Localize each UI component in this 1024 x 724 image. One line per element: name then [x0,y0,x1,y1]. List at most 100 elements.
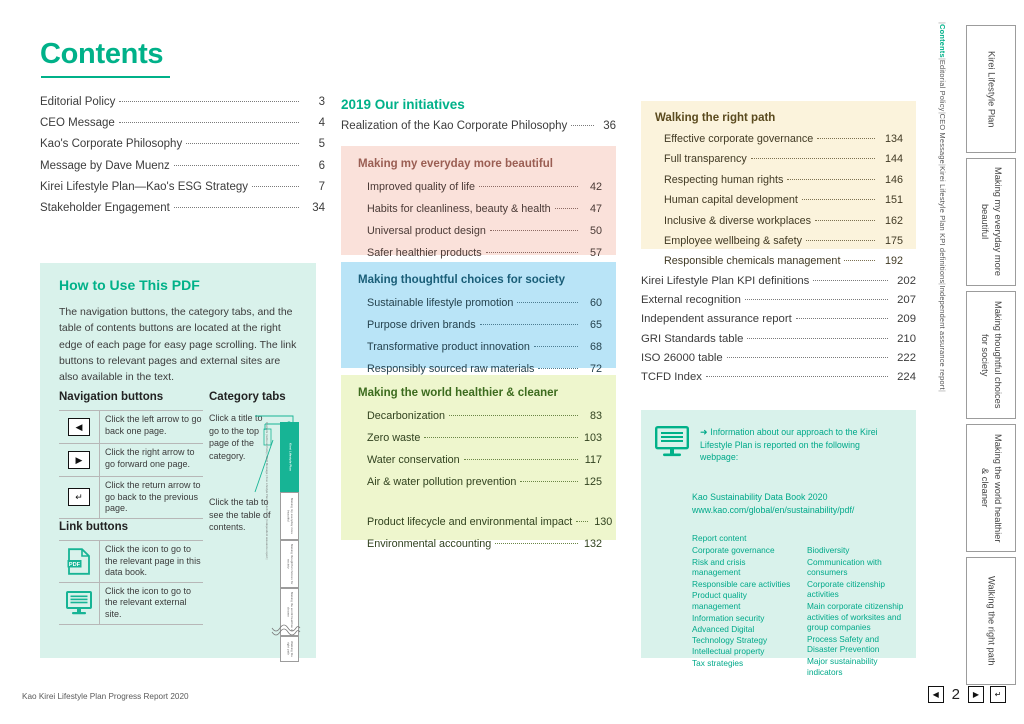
side-category-tab[interactable]: Making thoughtful choices for society [966,291,1016,419]
mini-category-tab[interactable]: Making thoughtful choices for society [280,540,299,588]
toc-entry[interactable]: Kirei Lifestyle Plan—Kao's ESG Strategy 7 [40,177,325,198]
toc-leader-dots [817,138,875,139]
toc-leader-dots [119,101,299,102]
report-content-item: Biodiversity [807,545,850,555]
toc-entry[interactable]: Transformative product innovation 68 [367,336,602,358]
toc-entry-page: 202 [897,275,916,287]
toc-entry[interactable]: Purpose driven brands 65 [367,314,602,336]
breadcrumb-item[interactable]: Contents [938,24,947,58]
toc-entry[interactable]: Full transparency 144 [664,149,903,169]
navigation-button-description: Click the left arrow to go back one page… [105,414,202,436]
toc-leader-dots [517,302,578,303]
toc-entry[interactable]: Environmental accounting 132 [367,533,602,555]
mini-category-tab[interactable]: Walking the right path [280,636,299,662]
pdf-icon-cell: PDF [59,541,100,582]
footer-navigation: ◀ 2 ▶ ↵ [927,686,1006,703]
toc-entry[interactable]: Decarbonization 83 [367,405,602,427]
toc-entry[interactable]: Universal product design 50 [367,220,602,242]
breadcrumb-item[interactable]: Kirei Lifestyle Plan KPI definitions [938,166,947,284]
toc-entry[interactable]: Zero waste 103 [367,427,602,449]
navigation-button-row: ▶ Click the right arrow to go forward one… [59,444,203,477]
info-source-title: Kao Sustainability Data Book 2020 [692,492,828,502]
side-category-tab[interactable]: Making the world healthier & cleaner [966,424,1016,552]
toc-entry[interactable]: Improved quality of life 42 [367,176,602,198]
toc-entry[interactable]: Product lifecycle and environmental impa… [367,511,612,533]
toc-leader-dots [813,280,888,281]
toc-entry[interactable]: Human capital development 151 [664,190,903,210]
return-page-button[interactable]: ↵ [990,686,1006,703]
mini-category-tab-label: Making thoughtful choices for society [286,543,295,585]
toc-entry-label: Improved quality of life [367,181,476,193]
toc-entry-page: 65 [589,319,602,331]
torn-edge-icon [271,624,301,636]
side-category-tab-label: Kirei Lifestyle Plan [986,50,997,128]
toc-entry[interactable]: CEO Message 4 [40,113,325,134]
toc-entry-page: 162 [884,214,903,227]
toc-entry[interactable]: Independent assurance report 209 [641,310,916,329]
arrow-right-icon: ➜ [700,427,708,437]
toc-entry[interactable]: GRI Standards table 210 [641,330,916,349]
toc-entry[interactable]: Responsibly sourced raw materials 72 [367,358,602,380]
toc-entry[interactable]: Air & water pollution prevention 125 [367,471,602,493]
right-arrow-icon[interactable]: ▶ [68,451,90,469]
breadcrumb-items[interactable]: |Contents|Editorial Policy|CEO Message|K… [938,22,947,550]
side-category-tab-label: Making my everyday more beautiful [980,167,1003,277]
side-category-tab-label: Making thoughtful choices for society [980,301,1003,409]
category-tabs-note-top: Click a title to go to the top page of t… [209,413,263,461]
toc-entry[interactable]: Habits for cleanliness, beauty & health 4… [367,198,602,220]
toc-entry[interactable]: Sustainable lifestyle promotion 60 [367,292,602,314]
pdf-icon[interactable]: PDF [67,548,91,575]
prev-page-button[interactable]: ◀ [927,686,944,703]
toc-entry-label: Kirei Lifestyle Plan KPI definitions [641,275,810,287]
mini-category-tab[interactable]: Making the world healthier & cleaner [280,588,299,636]
toc-entry[interactable]: Kirei Lifestyle Plan KPI definitions 202 [641,272,916,291]
info-source-url[interactable]: www.kao.com/global/en/sustainability/pdf… [692,505,855,515]
side-category-tab[interactable]: Kirei Lifestyle Plan [966,25,1016,153]
how-to-use-body: The navigation buttons, the category tab… [59,306,297,384]
side-category-tab[interactable]: Walking the right path [966,557,1016,685]
toc-leader-dots [801,199,875,201]
category-box-world: Making the world healthier & cleaner Dec… [341,375,616,550]
report-content-item: Process Safety and Disaster Prevention [807,633,880,655]
toc-entry-label: Effective corporate governance [664,133,814,145]
side-category-tab[interactable]: Making my everyday more beautiful [966,158,1016,286]
category-box-right-path: Walking the right path Effective corpora… [641,101,916,267]
breadcrumb-item[interactable]: CEO Message [938,113,947,164]
toc-entry[interactable]: TCFD Index 224 [641,368,916,387]
toc-entry[interactable]: Employee wellbeing & safety 175 [664,231,903,251]
breadcrumb-item[interactable]: Independent assurance report [938,285,947,390]
link-buttons-heading: Link buttons [59,521,128,533]
monitor-icon-cell [59,582,100,624]
toc-entry-label: Respecting human rights [664,173,784,186]
toc-entry-page: 117 [584,454,602,466]
return-arrow-icon[interactable]: ↵ [68,488,90,507]
info-lead-text: ➜ Information about our approach to the K… [700,426,900,464]
next-page-button[interactable]: ▶ [968,686,984,703]
toc-entry[interactable]: Realization of the Kao Corporate Philoso… [341,116,616,137]
toc-entry[interactable]: External recognition 207 [641,291,916,310]
toc-entry[interactable]: Responsible chemicals management 192 [664,251,903,271]
category-box-right-path-heading: Walking the right path [655,112,776,124]
toc-entry[interactable]: ISO 26000 table 222 [641,349,916,368]
breadcrumb-separator: | [938,22,947,25]
toc-entry[interactable]: Effective corporate governance 134 [664,129,903,149]
toc-entry[interactable]: Safer healthier products 57 [367,242,602,264]
toc-entry[interactable]: Message by Dave Muenz 6 [40,156,325,177]
breadcrumb-item[interactable]: Editorial Policy [938,59,947,112]
mini-category-tab[interactable]: Making my everyday more beautiful [280,492,299,540]
toc-entry-page: 72 [589,363,602,375]
toc-entry[interactable]: Kao's Corporate Philosophy 5 [40,134,325,155]
toc-entry[interactable]: Inclusive & diverse workplaces 162 [664,211,903,231]
toc-entry[interactable]: Editorial Policy 3 [40,92,325,113]
mini-category-tab-label: Kirei Lifestyle Plan [288,443,293,471]
toc-entry[interactable]: Stakeholder Engagement 34 [40,198,325,219]
toc-entry[interactable]: Respecting human rights 146 [664,170,903,190]
mini-category-tab[interactable]: Kirei Lifestyle Plan [280,422,299,492]
toc-entry-page: 34 [312,202,325,215]
left-arrow-icon[interactable]: ◀ [68,418,90,436]
monitor-icon[interactable] [66,591,92,615]
toc-entry-page: 132 [583,538,602,550]
navigation-buttons-heading: Navigation buttons [59,391,164,403]
info-webpage-box: ➜ Information about our approach to the K… [641,410,916,677]
toc-entry[interactable]: Water conservation 117 [367,449,602,471]
